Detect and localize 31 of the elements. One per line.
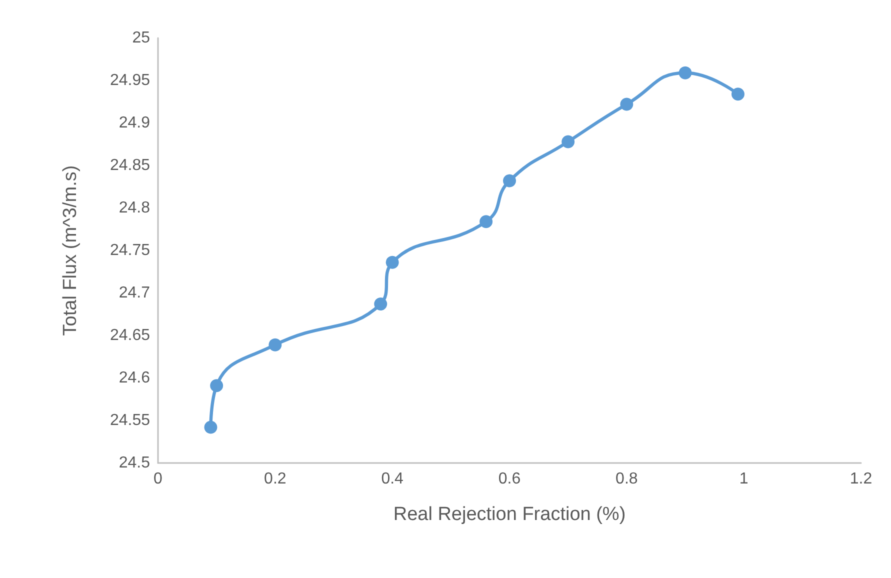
- point: [480, 215, 493, 228]
- y-tick-label: 25: [132, 30, 150, 46]
- y-tick-label: 24.7: [118, 284, 150, 302]
- y-tick-label: 24.8: [118, 200, 150, 216]
- x-tick-label: 0.4: [381, 470, 404, 488]
- y-tick-label: 24.85: [110, 157, 150, 174]
- point: [374, 298, 388, 311]
- y-tick-label: 24.95: [110, 72, 150, 89]
- point: [562, 135, 575, 148]
- y-tick-label: 24.6: [118, 370, 150, 386]
- point: [210, 379, 224, 392]
- point: [678, 66, 692, 80]
- y-tick-label: 24.5: [118, 454, 150, 472]
- x-tick-label: 1.2: [850, 470, 872, 488]
- y-tick-label: 24.75: [110, 242, 150, 259]
- x-tick-label: 0: [154, 470, 163, 488]
- y-axis-title: Total Flux (m^3/m.s): [60, 165, 81, 336]
- point: [503, 174, 516, 188]
- point: [268, 338, 282, 352]
- x-tick-label: 0.6: [498, 470, 521, 488]
- point: [386, 256, 399, 269]
- y-tick-label: 24.9: [118, 114, 150, 132]
- x-tick-label: 0.8: [616, 470, 638, 488]
- x-tick-label: 1: [739, 470, 748, 488]
- x-tick-label: 0.2: [264, 470, 286, 488]
- y-tick-label: 24.55: [110, 412, 150, 429]
- point: [204, 420, 218, 434]
- x-axis-title: Real Rejection Fraction (%): [393, 504, 626, 525]
- point: [620, 98, 634, 111]
- y-tick-label: 24.65: [110, 327, 150, 344]
- point: [731, 88, 744, 101]
